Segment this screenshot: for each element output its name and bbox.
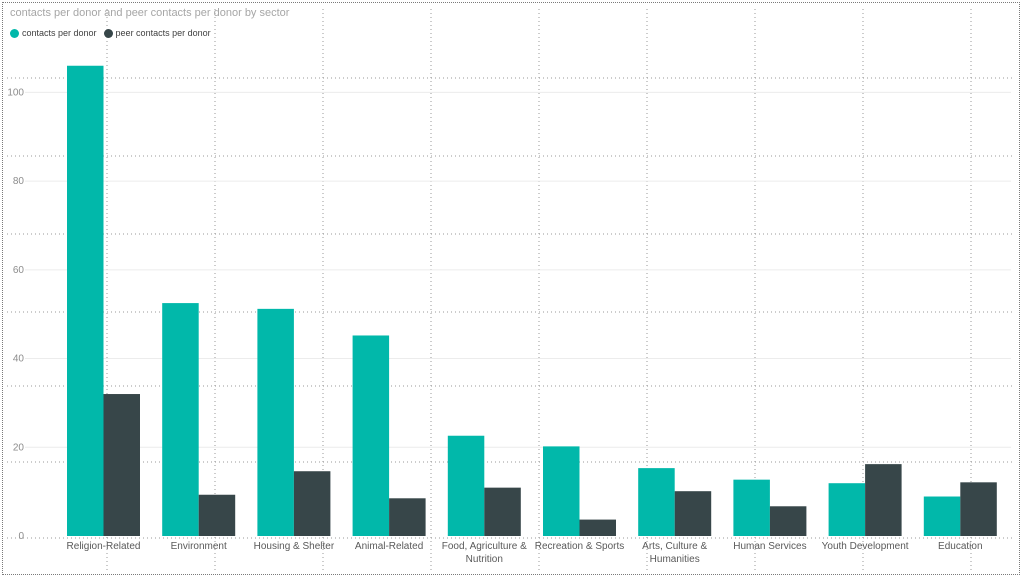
bar-peer-contacts-per-donor[interactable]	[579, 519, 617, 536]
bar-chart-plot: 0 20 40 60 80 100 Religion-Related Environment H…	[7, 65, 1011, 565]
bar-contacts-per-donor[interactable]	[828, 483, 866, 536]
x-category-label: Human Services	[733, 541, 806, 552]
legend-swatch-peer-contacts-per-donor	[103, 28, 113, 38]
y-tick-label: 0	[18, 531, 24, 542]
bar-peer-contacts-per-donor[interactable]	[198, 494, 236, 536]
x-category-label: Animal-Related	[355, 541, 423, 552]
bar-peer-contacts-per-donor[interactable]	[769, 506, 807, 536]
bar-peer-contacts-per-donor[interactable]	[389, 498, 426, 536]
y-tick-label: 40	[13, 354, 25, 365]
bar-contacts-per-donor[interactable]	[733, 479, 770, 536]
bar-contacts-per-donor[interactable]	[67, 65, 104, 536]
bar-peer-contacts-per-donor[interactable]	[865, 464, 902, 536]
legend-item-peer-contacts-per-donor[interactable]: peer contacts per donor	[103, 28, 211, 38]
bar-contacts-per-donor[interactable]	[257, 308, 294, 536]
chart-title: contacts per donor and peer contacts per…	[10, 7, 290, 19]
x-category-label: Youth Development	[822, 541, 909, 552]
legend-swatch-contacts-per-donor	[10, 28, 19, 38]
y-tick-label: 100	[7, 87, 24, 98]
bar-contacts-per-donor[interactable]	[352, 335, 390, 536]
legend-item-contacts-per-donor[interactable]: contacts per donor	[10, 28, 97, 38]
chart-legend: contacts per donor peer contacts per don…	[10, 28, 218, 38]
x-category-label: Food, Agriculture & Nutrition	[442, 541, 527, 565]
bar-contacts-per-donor[interactable]	[638, 468, 675, 536]
bar-contacts-per-donor[interactable]	[447, 435, 485, 536]
y-tick-label: 80	[13, 176, 25, 187]
bar-peer-contacts-per-donor[interactable]	[674, 491, 712, 536]
legend-label-contacts-per-donor: contacts per donor	[22, 28, 97, 38]
x-category-label: Environment	[171, 541, 227, 552]
bar-peer-contacts-per-donor[interactable]	[960, 482, 997, 536]
bar-contacts-per-donor[interactable]	[543, 446, 580, 536]
bar-contacts-per-donor[interactable]	[162, 303, 199, 536]
bar-contacts-per-donor[interactable]	[923, 496, 961, 536]
x-category-label: Recreation & Sports	[535, 541, 625, 552]
x-category-label: Arts, Culture & Humanities	[642, 541, 707, 565]
bar-peer-contacts-per-donor[interactable]	[293, 471, 331, 536]
y-tick-label: 60	[13, 265, 25, 276]
x-category-label: Religion-Related	[67, 541, 141, 552]
bar-peer-contacts-per-donor[interactable]	[103, 394, 141, 536]
x-category-label: Housing & Shelter	[254, 541, 335, 552]
x-category-label: Education	[938, 541, 982, 552]
y-tick-label: 20	[13, 442, 25, 453]
bar-peer-contacts-per-donor[interactable]	[484, 487, 521, 536]
legend-label-peer-contacts-per-donor: peer contacts per donor	[115, 28, 211, 38]
